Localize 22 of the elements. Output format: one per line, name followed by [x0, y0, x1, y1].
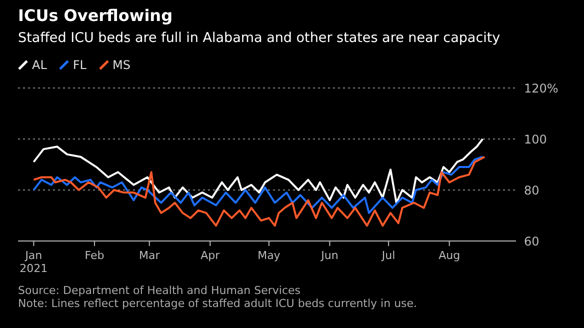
x-tick-label: Jan 2021 — [20, 249, 48, 275]
x-tick-label: Feb — [84, 249, 104, 262]
line-series — [32, 138, 484, 204]
text: Note: Lines reflect percentage of staffed adult ICU beds currently in use. — [18, 297, 418, 310]
x-tick-label: Apr — [200, 249, 220, 262]
line-series — [32, 156, 484, 214]
legend-label: AL — [32, 58, 47, 72]
y-tick-label: 100 — [524, 132, 547, 146]
source-note: Source: Department of Health and Human Services — [18, 284, 301, 297]
y-tick-label: 120% — [524, 81, 558, 96]
x-tick-label: Jun — [320, 249, 338, 262]
y-tick-label: 80 — [524, 183, 540, 198]
chart-title: ICUs Overflowing — [18, 6, 173, 25]
x-tick-label: Aug — [438, 249, 460, 262]
x-tick-label: Jul — [380, 249, 396, 262]
chart-subtitle: Staffed ICU beds are full in Alabama and other states are near capacity — [18, 30, 500, 46]
legend-label: MS — [112, 58, 130, 72]
x-tick-label: May — [258, 249, 281, 262]
x-tick-label: Mar — [138, 249, 160, 262]
legend-label: FL — [72, 58, 86, 72]
y-tick-label: 60 — [524, 234, 540, 248]
line-series — [32, 156, 486, 227]
